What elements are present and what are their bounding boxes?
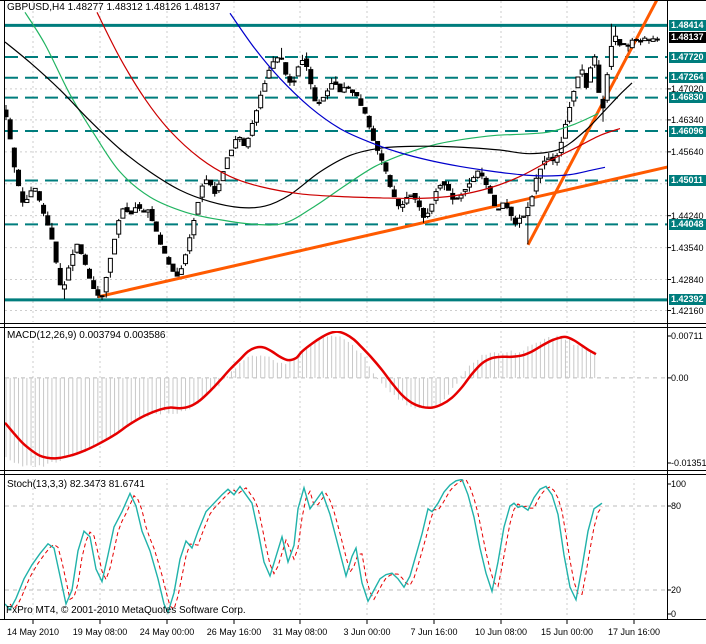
macd-axis-label: -0.01351	[671, 458, 706, 468]
date-label: 17 Jun 16:00	[607, 627, 661, 637]
price-label: 1.46340	[671, 114, 704, 125]
date-label: 31 May 08:00	[272, 627, 328, 637]
macd-axis-label: 0.00711	[671, 331, 703, 341]
level-price-badge: 1.48414	[669, 19, 706, 31]
copyright-text: FxPro MT4, © 2001-2010 MetaQuotes Softwa…	[6, 605, 246, 616]
level-price-badge: 1.47720	[669, 51, 706, 63]
macd-panel[interactable]	[5, 331, 667, 467]
price-label: 1.42160	[671, 305, 704, 316]
price-label: 1.44240	[671, 210, 704, 221]
stoch-panel[interactable]	[5, 478, 667, 618]
level-price-badge: 1.47264	[669, 72, 706, 84]
current-price-badge: 1.48137	[669, 32, 706, 44]
date-label: 26 May 16:00	[206, 627, 262, 637]
stoch-axis-label: 100	[671, 479, 687, 489]
level-price-badge: 1.44048	[669, 218, 706, 230]
date-label: 7 Jun 16:00	[410, 627, 458, 637]
macd-axis-label: 0.00	[671, 372, 689, 383]
stoch-axis-label: 0	[671, 609, 677, 619]
price-label: 1.42840	[671, 274, 704, 285]
main-chart-panel[interactable]	[5, 1, 667, 322]
price-label: 1.45640	[671, 146, 704, 157]
date-label: 10 Jun 08:00	[474, 627, 528, 637]
date-label: 3 Jun 00:00	[343, 627, 391, 637]
stoch-indicator-label: Stoch(13,3,3) 82.3473 81.6741	[7, 479, 145, 490]
date-label: 14 May 2010	[6, 627, 60, 637]
chart-title-ohlc: GBPUSD,H4 1.48277 1.48312 1.48126 1.4813…	[7, 2, 221, 13]
price-label: 1.47020	[671, 83, 704, 94]
level-price-badge: 1.45011	[669, 175, 706, 187]
level-price-badge: 1.46096	[669, 125, 706, 137]
level-price-badge: 1.46830	[669, 92, 706, 104]
date-label: 24 May 00:00	[139, 627, 195, 637]
date-label: 19 May 08:00	[72, 627, 128, 637]
date-label: 15 Jun 00:00	[540, 627, 594, 637]
stoch-axis-label: 80	[671, 501, 682, 511]
level-price-badge: 1.42392	[669, 294, 706, 306]
price-label: 1.43540	[671, 242, 704, 253]
stoch-axis-label: 20	[671, 585, 682, 595]
macd-indicator-label: MACD(12,26,9) 0.003794 0.003586	[7, 330, 166, 341]
